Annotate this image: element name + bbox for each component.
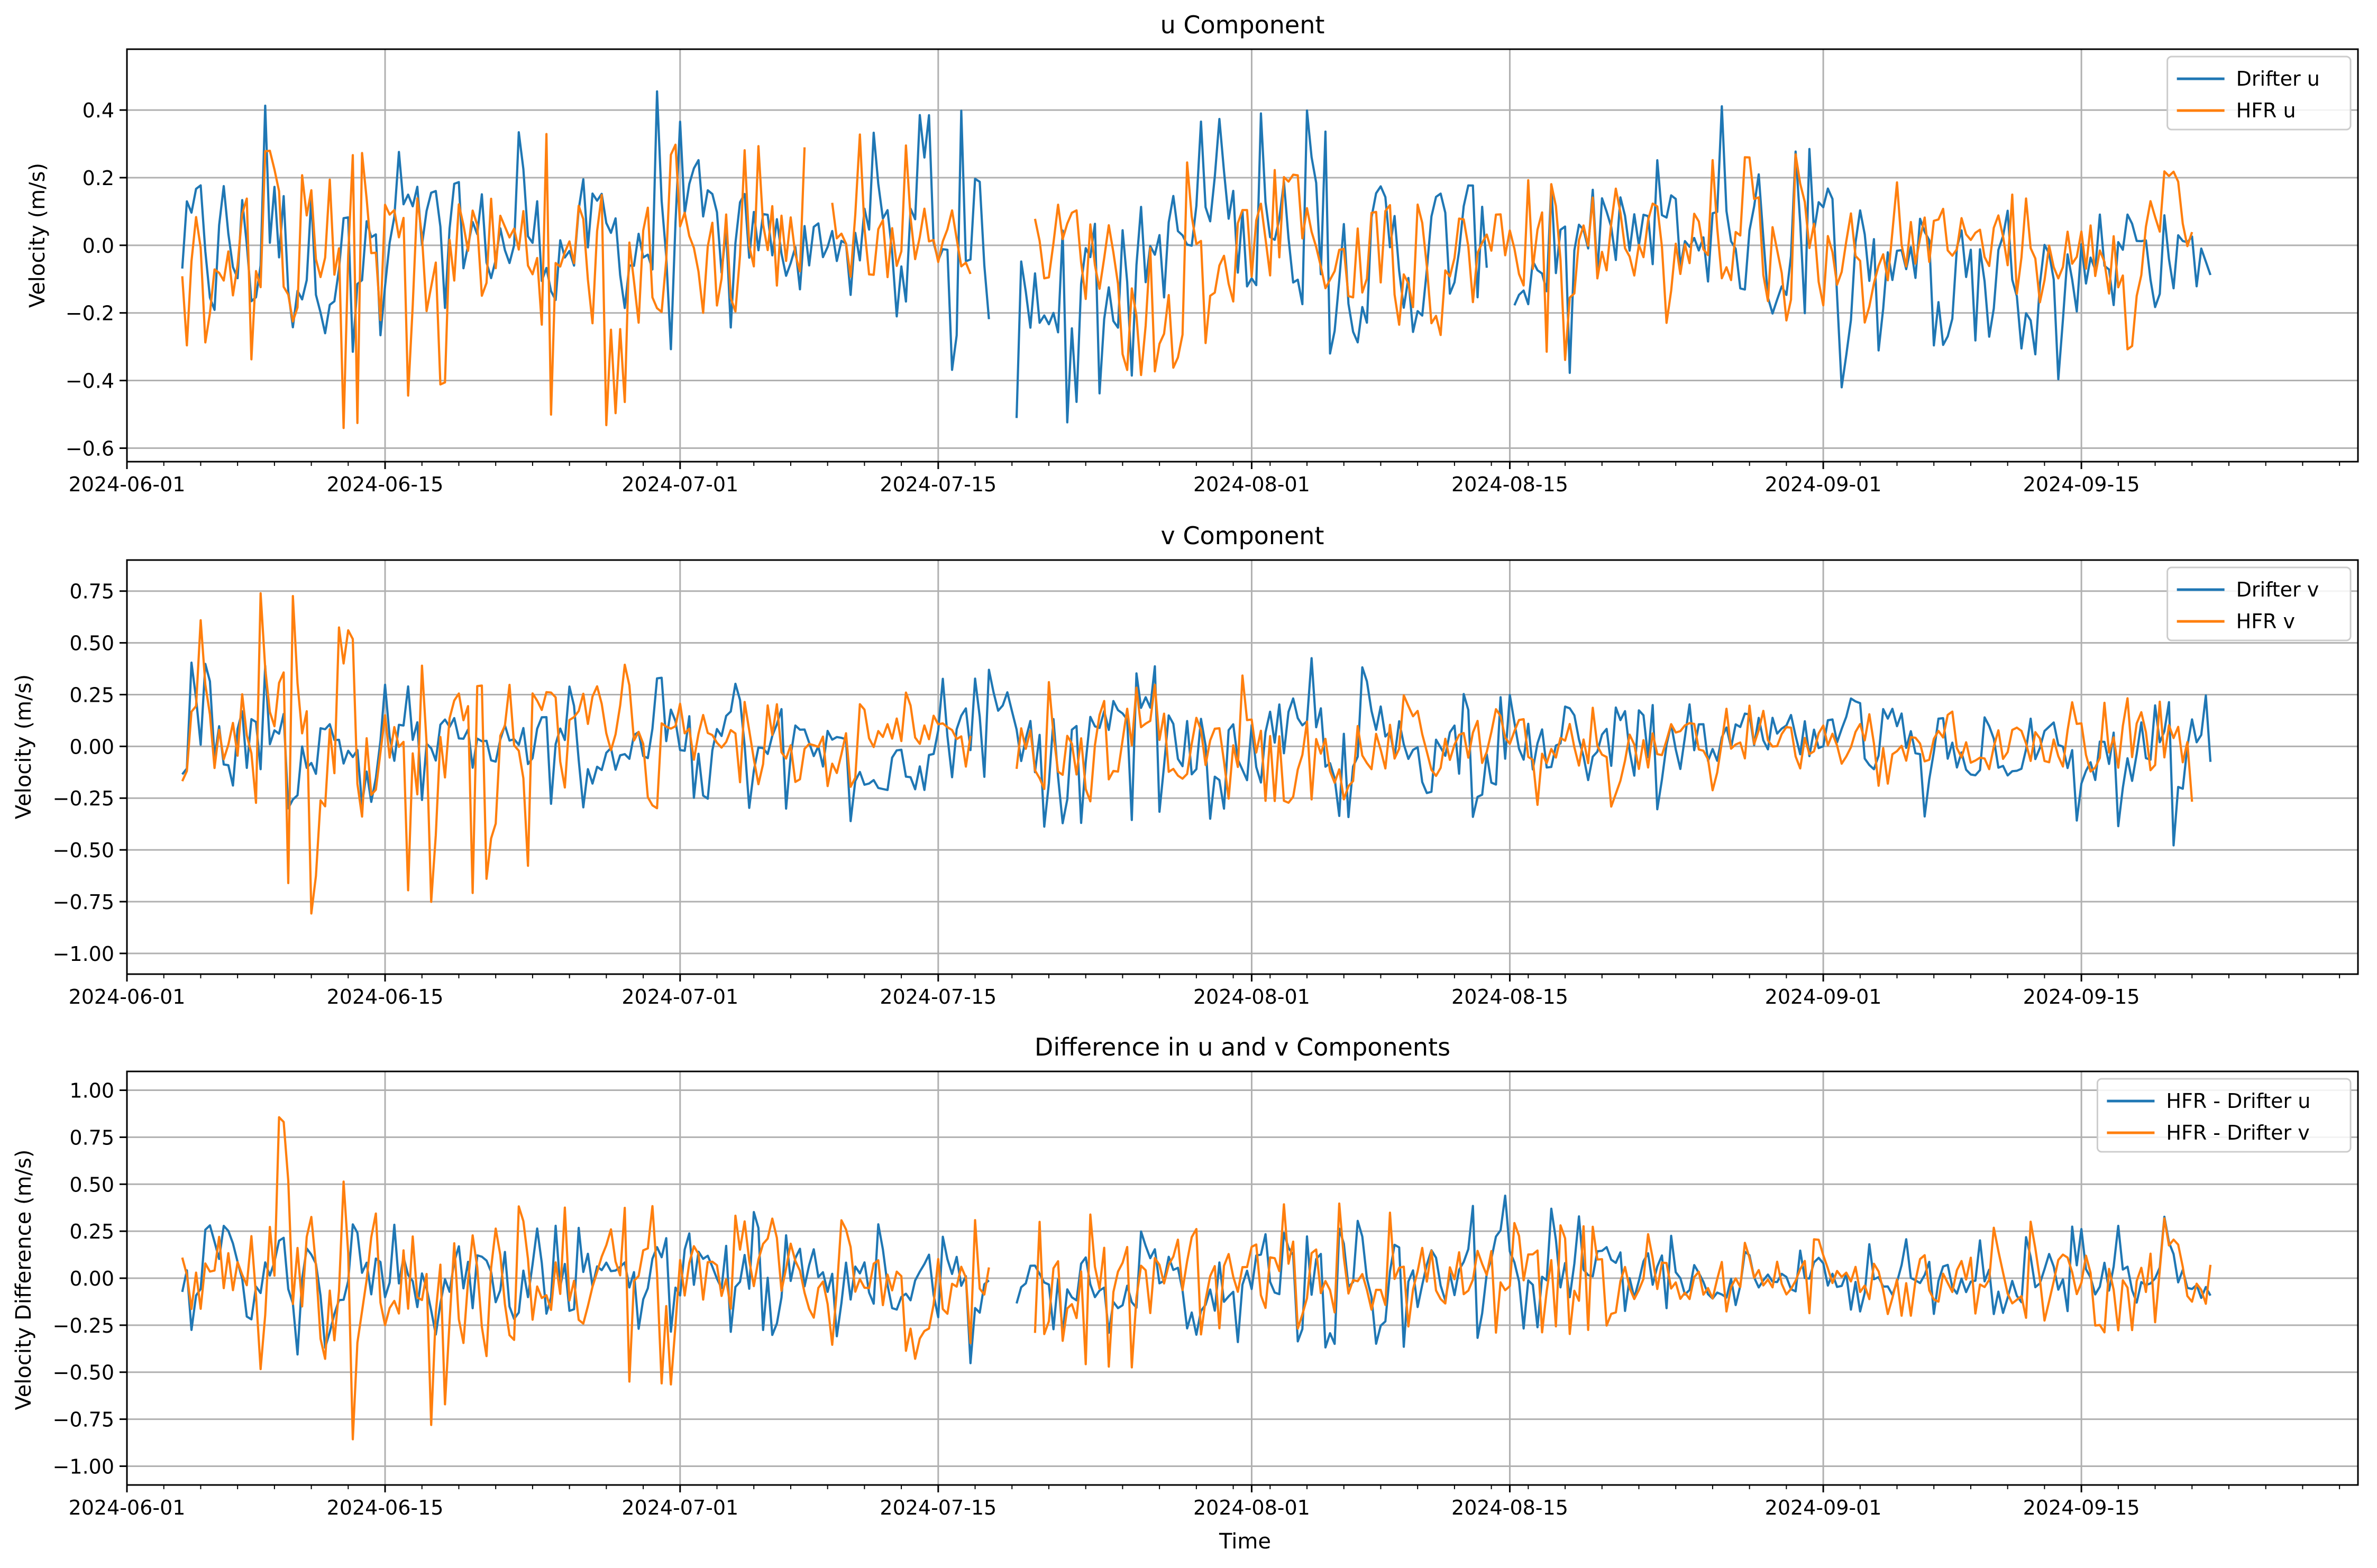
x-tick-label: 2024-06-01 xyxy=(69,985,186,1008)
panel-v-legend: Drifter v HFR v xyxy=(2166,566,2352,641)
panel-v-component: v Component Velocity (m/s) 2024-06-01 202… xyxy=(12,521,2359,1008)
y-tick-label: 0.50 xyxy=(69,1173,114,1196)
x-tick-label: 2024-06-01 xyxy=(69,1496,186,1519)
x-tick-label: 2024-07-15 xyxy=(880,473,996,496)
y-tick-label: −0.50 xyxy=(53,1361,114,1384)
panel-v-ylabel: Velocity (m/s) xyxy=(12,674,36,819)
x-tick-label: 2024-07-15 xyxy=(880,1496,996,1519)
series-line-hfr-drifter-v xyxy=(181,1116,2212,1441)
panel-u-plot: 2024-06-01 2024-06-15 2024-07-01 2024-07-15… xyxy=(66,48,2359,496)
legend-label: Drifter u xyxy=(2236,67,2320,90)
y-tick-label: 0.0 xyxy=(83,234,114,258)
x-tick-label: 2024-09-15 xyxy=(2023,985,2140,1008)
panel-v-title: v Component xyxy=(1161,521,1324,550)
y-tick-label: 0.4 xyxy=(83,99,114,122)
panel-diff-legend: HFR - Drifter u HFR - Drifter v xyxy=(2096,1078,2352,1153)
y-tick-label: 0.00 xyxy=(69,735,114,758)
panel-u-component: u Component Velocity (m/s) 2024-06-01 202… xyxy=(25,11,2359,496)
x-tick-label: 2024-09-15 xyxy=(2023,473,2140,496)
x-tick-label: 2024-07-15 xyxy=(880,985,996,1008)
x-tick-label: 2024-07-01 xyxy=(621,985,738,1008)
legend-label: HFR u xyxy=(2236,99,2296,122)
y-tick-label: −1.00 xyxy=(53,1455,114,1478)
y-tick-label: 0.25 xyxy=(69,1220,114,1243)
x-tick-label: 2024-08-01 xyxy=(1193,473,1310,496)
series-line-drifter-v xyxy=(181,657,2212,847)
x-tick-label: 2024-09-01 xyxy=(1765,985,1882,1008)
x-tick-label: 2024-08-15 xyxy=(1451,985,1568,1008)
y-tick-label: −0.4 xyxy=(66,370,114,393)
x-tick-label: 2024-09-15 xyxy=(2023,1496,2140,1519)
y-tick-label: 0.2 xyxy=(83,167,114,190)
legend-label: Drifter v xyxy=(2236,578,2319,601)
y-tick-label: 0.25 xyxy=(69,683,114,707)
x-tick-label: 2024-08-15 xyxy=(1451,473,1568,496)
axes-frame xyxy=(126,48,2359,463)
x-tick-label: 2024-08-01 xyxy=(1193,985,1310,1008)
legend-box xyxy=(2096,1078,2352,1153)
y-tick-label: 0.00 xyxy=(69,1267,114,1290)
y-tick-label: −0.75 xyxy=(53,1408,114,1432)
y-tick-label: −0.6 xyxy=(66,437,114,460)
x-tick-label: 2024-06-15 xyxy=(327,1496,444,1519)
y-tick-label: −0.2 xyxy=(66,302,114,325)
y-tick-label: −0.25 xyxy=(53,1314,114,1337)
x-tick-label: 2024-07-01 xyxy=(621,1496,738,1519)
legend-label: HFR - Drifter u xyxy=(2166,1089,2310,1113)
y-tick-label: 0.50 xyxy=(69,632,114,655)
x-tick-label: 2024-09-01 xyxy=(1765,1496,1882,1519)
y-tick-label: −0.25 xyxy=(53,787,114,810)
x-tick-label: 2024-07-01 xyxy=(621,473,738,496)
legend-label: HFR - Drifter v xyxy=(2166,1121,2309,1144)
y-tick-label: −0.50 xyxy=(53,839,114,862)
axes-frame xyxy=(126,559,2359,975)
y-tick-label: −0.75 xyxy=(53,891,114,914)
y-tick-label: 0.75 xyxy=(69,580,114,603)
panel-u-ylabel: Velocity (m/s) xyxy=(25,163,50,308)
panel-diff-xlabel: Time xyxy=(1219,1529,1271,1554)
panel-diff-title: Difference in u and v Components xyxy=(1035,1033,1450,1061)
x-tick-label: 2024-09-01 xyxy=(1765,473,1882,496)
series-line-hfr-v xyxy=(181,592,2193,915)
x-tick-label: 2024-06-15 xyxy=(327,473,444,496)
y-tick-label: 0.75 xyxy=(69,1126,114,1149)
x-tick-label: 2024-06-01 xyxy=(69,473,186,496)
y-tick-label: −1.00 xyxy=(53,942,114,966)
panel-diff-ylabel: Velocity Difference (m/s) xyxy=(12,1149,36,1410)
panel-difference: Difference in u and v Components Velocit… xyxy=(12,1033,2359,1554)
y-tick-label: 1.00 xyxy=(69,1079,114,1103)
panel-v-plot: 2024-06-01 2024-06-15 2024-07-01 2024-07-15… xyxy=(53,559,2359,1008)
x-tick-label: 2024-08-15 xyxy=(1451,1496,1568,1519)
panel-u-legend: Drifter u HFR u xyxy=(2166,56,2352,131)
panel-diff-plot: 2024-06-01 2024-06-15 2024-07-01 2024-07-15… xyxy=(53,1070,2359,1519)
legend-label: HFR v xyxy=(2236,610,2295,633)
series-line-hfr-u xyxy=(181,133,2193,429)
panel-u-title: u Component xyxy=(1160,11,1325,39)
x-tick-label: 2024-06-15 xyxy=(327,985,444,1008)
x-tick-label: 2024-08-01 xyxy=(1193,1496,1310,1519)
